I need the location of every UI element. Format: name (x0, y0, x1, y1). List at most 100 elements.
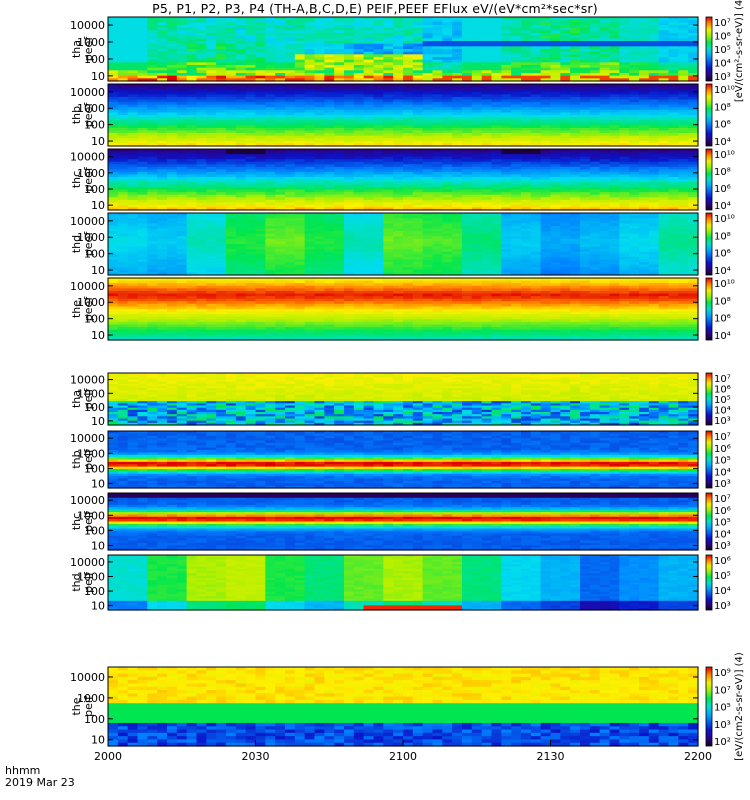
spectrogram-cell (147, 204, 158, 209)
spectrogram-cell (314, 27, 325, 31)
spectrogram-cell (609, 38, 620, 42)
spectrogram-cell (530, 73, 542, 77)
spectrogram-cell (629, 138, 640, 142)
spectrogram-cell (206, 127, 217, 132)
spectrogram-cell (403, 102, 414, 106)
spectrogram-cell (658, 127, 670, 132)
spectrogram-cell (157, 197, 168, 201)
spectrogram-cell (678, 204, 689, 209)
spectrogram-cell (452, 204, 463, 209)
spectrogram-cell (373, 192, 384, 196)
spectrogram-cell (117, 57, 129, 61)
spectrogram-cell (580, 59, 591, 63)
spectrogram-cell (324, 182, 335, 186)
spectrogram-cell (226, 94, 237, 98)
spectrogram-cell (540, 199, 552, 203)
spectrogram-cell (127, 46, 139, 50)
spectrogram-cell (285, 19, 296, 23)
spectrogram-cell (521, 57, 532, 61)
spectrogram-cell (226, 33, 237, 37)
spectrogram-cell (226, 89, 237, 93)
spectrogram-cell (511, 117, 522, 121)
spectrogram-cell (570, 143, 581, 147)
spectrogram-cell (294, 220, 306, 224)
spectrogram-cell (668, 75, 679, 79)
spectrogram-cell (137, 218, 148, 222)
spectrogram-cell (304, 138, 316, 142)
spectrogram-cell (462, 151, 473, 155)
spectrogram-cell (206, 269, 217, 274)
spectrogram-cell (245, 154, 257, 158)
spectrogram-cell (619, 156, 630, 160)
spectrogram-cell (580, 154, 591, 158)
spectrogram-cell (462, 30, 473, 34)
spectrogram-cell (285, 207, 296, 211)
spectrogram-cell (206, 62, 217, 66)
spectrogram-cell (530, 169, 542, 173)
spectrogram-cell (658, 27, 670, 31)
spectrogram-cell (688, 182, 699, 186)
spectrogram-cell (609, 49, 620, 53)
spectrogram-cell (550, 22, 561, 26)
spectrogram-cell (432, 149, 443, 153)
spectrogram-cell (363, 120, 375, 124)
spectrogram-cell (629, 99, 640, 103)
spectrogram-cell (334, 30, 345, 34)
spectrogram-cell (127, 197, 139, 201)
spectrogram-cell (304, 184, 316, 188)
spectrogram-cell (619, 117, 630, 121)
spectrogram-cell (521, 102, 532, 106)
spectrogram-cell (167, 73, 178, 77)
spectrogram-cell (589, 207, 601, 211)
spectrogram-cell (501, 194, 512, 198)
spectrogram-cell (540, 30, 552, 34)
spectrogram-cell (108, 46, 119, 50)
spectrogram-cell (619, 115, 630, 119)
spectrogram-cell (275, 65, 286, 69)
spectrogram-cell (275, 54, 286, 58)
spectrogram-cell (422, 19, 434, 23)
spectrogram-cell (412, 149, 424, 153)
spectrogram-cell (462, 59, 473, 63)
spectrogram-cell (235, 169, 247, 173)
spectrogram-cell (344, 107, 355, 111)
spectrogram-cell (157, 86, 168, 90)
spectrogram-cell (403, 125, 414, 129)
spectrogram-cell (117, 233, 129, 237)
spectrogram-cell (196, 220, 207, 224)
spectrogram-cell (265, 19, 276, 23)
spectrogram-cell (383, 38, 394, 42)
spectrogram-cell (196, 109, 207, 114)
spectrogram-cell (157, 272, 168, 276)
spectrogram-cell (176, 130, 188, 134)
spectrogram-cell (245, 176, 257, 181)
spectrogram-cell (658, 57, 670, 61)
spectrogram-cell (137, 127, 148, 132)
spectrogram-cell (629, 187, 640, 191)
spectrogram-cell (147, 94, 158, 98)
spectrogram-cell (550, 159, 561, 163)
spectrogram-cell (314, 213, 325, 217)
spectrogram-cell (570, 73, 581, 77)
spectrogram-cell (471, 171, 483, 176)
spectrogram-cell (255, 262, 266, 266)
spectrogram-cell (521, 151, 532, 155)
spectrogram-cell (393, 166, 404, 170)
spectrogram-cell (255, 199, 266, 203)
spectrogram-cell (540, 78, 552, 82)
spectrogram-cell (324, 143, 335, 147)
spectrogram-cell (157, 22, 168, 26)
spectrogram-cell (442, 140, 453, 145)
spectrogram-cell (639, 135, 650, 139)
spectrogram-cell (176, 30, 188, 34)
spectrogram-cell (235, 199, 247, 203)
spectrogram-cell (353, 215, 365, 219)
spectrogram-cell (629, 140, 640, 145)
spectrogram-cell (235, 38, 247, 42)
spectrogram-cell (127, 75, 139, 79)
spectrogram-cell (540, 41, 552, 45)
spectrogram-cell (521, 73, 532, 77)
spectrogram-cell (442, 179, 453, 183)
spectrogram-cell (117, 176, 129, 181)
spectrogram-cell (481, 51, 493, 55)
